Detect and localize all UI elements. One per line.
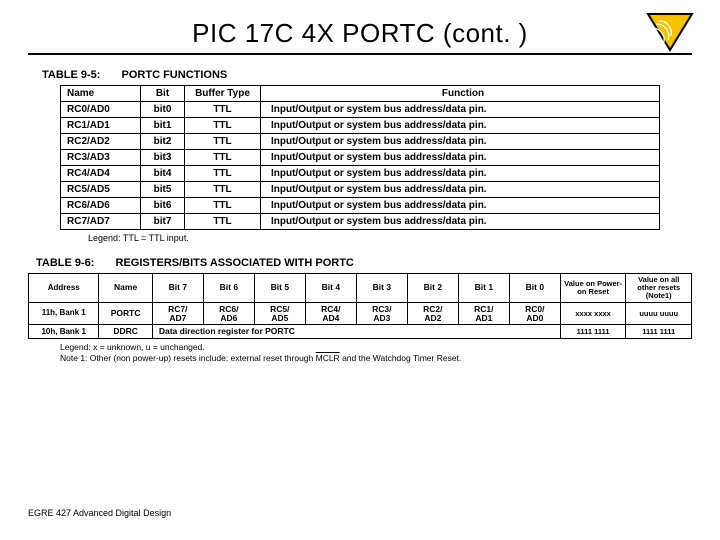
table-registers-portc: Address Name Bit 7 Bit 6 Bit 5 Bit 4 Bit… (28, 273, 692, 339)
cell-bit0: RC0/AD0 (509, 302, 560, 325)
table96-caption: REGISTERS/BITS ASSOCIATED WITH PORTC (116, 257, 354, 269)
table95-caption: PORTC FUNCTIONS (122, 69, 228, 81)
table95-label: TABLE 9-5: PORTC FUNCTIONS (42, 69, 692, 81)
cell-buffer: TTL (185, 150, 261, 166)
table-row: RC3/AD3bit3TTLInput/Output or system bus… (61, 150, 660, 166)
cell-bit2: RC2/AD2 (407, 302, 458, 325)
table-row: RC4/AD4bit4TTLInput/Output or system bus… (61, 166, 660, 182)
table96-label: TABLE 9-6: REGISTERS/BITS ASSOCIATED WIT… (36, 257, 692, 269)
note-line: Note 1: Other (non power-up) resets incl… (60, 353, 692, 364)
cell-addr: 10h, Bank 1 (29, 325, 99, 339)
cell-por: 1111 1111 (560, 325, 626, 339)
cell-buffer: TTL (185, 214, 261, 230)
cell-bit: bit5 (141, 182, 185, 198)
cell-bit1: RC1/AD1 (458, 302, 509, 325)
cell-bit: bit6 (141, 198, 185, 214)
cell-bit4: RC4/AD4 (305, 302, 356, 325)
th-name: Name (61, 86, 141, 102)
cell-buffer: TTL (185, 182, 261, 198)
th-bit2: Bit 2 (407, 274, 458, 303)
table-row: RC0/AD0bit0TTLInput/Output or system bus… (61, 102, 660, 118)
th-bit5: Bit 5 (254, 274, 305, 303)
cell-function: Input/Output or system bus address/data … (261, 150, 660, 166)
cell-name: RC5/AD5 (61, 182, 141, 198)
cell-function: Input/Output or system bus address/data … (261, 134, 660, 150)
th-buffer: Buffer Type (185, 86, 261, 102)
th-bit3: Bit 3 (356, 274, 407, 303)
cell-function: Input/Output or system bus address/data … (261, 166, 660, 182)
cell-bit7: RC7/AD7 (152, 302, 203, 325)
legend-line1: Legend: x = unknown, u = unchanged. (60, 342, 692, 353)
th-function: Function (261, 86, 660, 102)
th-bit6: Bit 6 (203, 274, 254, 303)
logo (642, 10, 698, 66)
cell-buffer: TTL (185, 134, 261, 150)
table-row: RC2/AD2bit2TTLInput/Output or system bus… (61, 134, 660, 150)
cell-name: RC0/AD0 (61, 102, 141, 118)
cell-name: RC4/AD4 (61, 166, 141, 182)
th-bit1: Bit 1 (458, 274, 509, 303)
cell-ddrc-text: Data direction register for PORTC (152, 325, 560, 339)
table-row: 11h, Bank 1 PORTC RC7/AD7 RC6/AD6 RC5/AD… (29, 302, 692, 325)
cell-addr: 11h, Bank 1 (29, 302, 99, 325)
th-bit0: Bit 0 (509, 274, 560, 303)
cell-other: 1111 1111 (626, 325, 692, 339)
table-row: RC6/AD6bit6TTLInput/Output or system bus… (61, 198, 660, 214)
cell-bit3: RC3/AD3 (356, 302, 407, 325)
table96-number: TABLE 9-6: (36, 257, 94, 269)
footer-text: EGRE 427 Advanced Digital Design (28, 508, 171, 518)
th-name2: Name (99, 274, 152, 303)
th-bit4: Bit 4 (305, 274, 356, 303)
th-other: Value on all other resets (Note1) (626, 274, 692, 303)
table95-number: TABLE 9-5: (42, 69, 100, 81)
cell-buffer: TTL (185, 102, 261, 118)
table-row: RC5/AD5bit5TTLInput/Output or system bus… (61, 182, 660, 198)
th-bit: Bit (141, 86, 185, 102)
cell-bit: bit7 (141, 214, 185, 230)
cell-por: xxxx xxxx (560, 302, 626, 325)
cell-bit: bit3 (141, 150, 185, 166)
cell-name: RC1/AD1 (61, 118, 141, 134)
cell-name: RC3/AD3 (61, 150, 141, 166)
cell-name: PORTC (99, 302, 152, 325)
divider (28, 53, 692, 55)
cell-function: Input/Output or system bus address/data … (261, 102, 660, 118)
table-row: RC7/AD7bit7TTLInput/Output or system bus… (61, 214, 660, 230)
cell-buffer: TTL (185, 118, 261, 134)
mclr-text: MCLR (316, 353, 340, 363)
table-row: 10h, Bank 1 DDRC Data direction register… (29, 325, 692, 339)
cell-bit: bit1 (141, 118, 185, 134)
page-title: PIC 17C 4X PORTC (cont. ) (192, 18, 528, 49)
cell-function: Input/Output or system bus address/data … (261, 118, 660, 134)
cell-name: RC2/AD2 (61, 134, 141, 150)
cell-function: Input/Output or system bus address/data … (261, 198, 660, 214)
cell-name: RC6/AD6 (61, 198, 141, 214)
cell-buffer: TTL (185, 198, 261, 214)
table-portc-functions: Name Bit Buffer Type Function RC0/AD0bit… (60, 85, 660, 230)
cell-other: uuuu uuuu (626, 302, 692, 325)
th-address: Address (29, 274, 99, 303)
cell-name: RC7/AD7 (61, 214, 141, 230)
cell-name: DDRC (99, 325, 152, 339)
table-row: RC1/AD1bit1TTLInput/Output or system bus… (61, 118, 660, 134)
table96-legend: Legend: x = unknown, u = unchanged. Note… (60, 342, 692, 364)
cell-buffer: TTL (185, 166, 261, 182)
cell-bit: bit4 (141, 166, 185, 182)
cell-bit: bit0 (141, 102, 185, 118)
cell-bit: bit2 (141, 134, 185, 150)
cell-bit5: RC5/AD5 (254, 302, 305, 325)
cell-function: Input/Output or system bus address/data … (261, 182, 660, 198)
cell-function: Input/Output or system bus address/data … (261, 214, 660, 230)
th-bit7: Bit 7 (152, 274, 203, 303)
table95-legend: Legend: TTL = TTL input. (88, 233, 692, 243)
cell-bit6: RC6/AD6 (203, 302, 254, 325)
th-por: Value on Power-on Reset (560, 274, 626, 303)
